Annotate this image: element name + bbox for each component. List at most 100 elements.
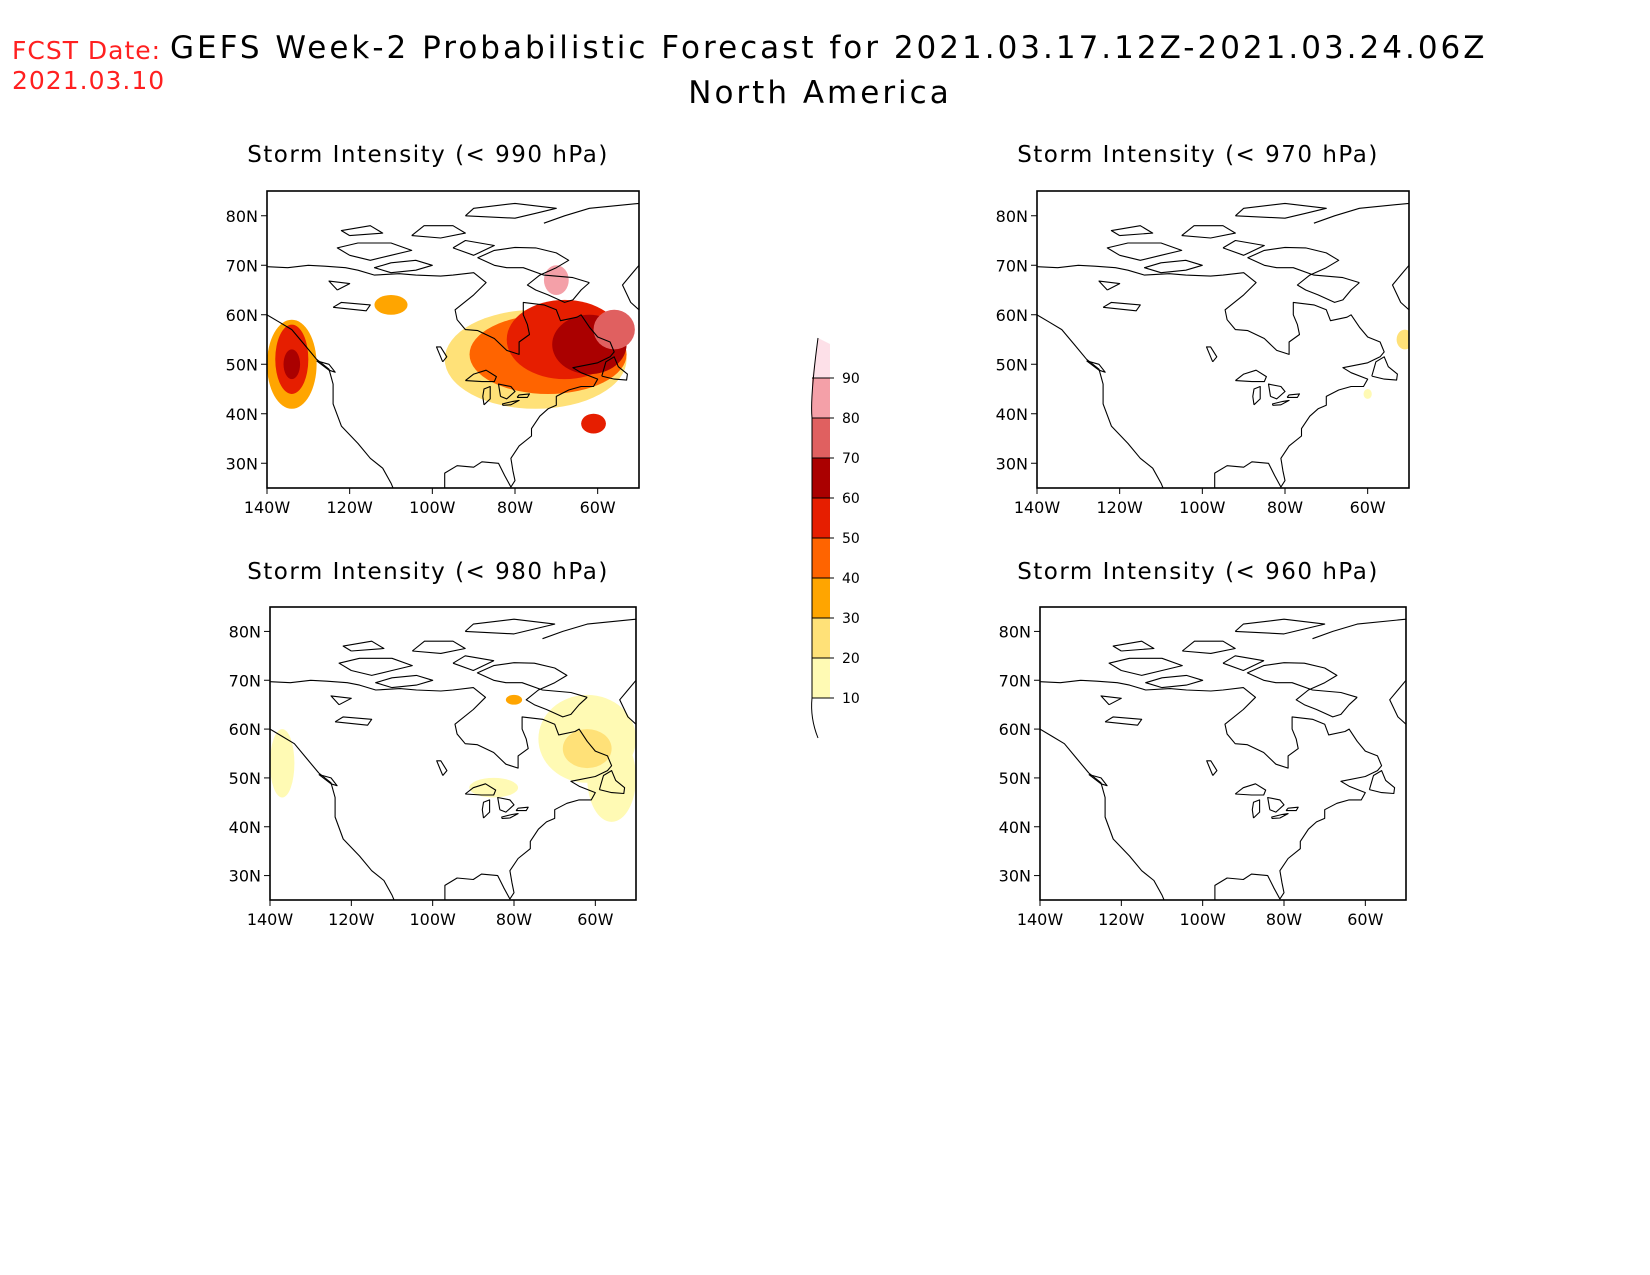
map-frame xyxy=(269,606,637,901)
coastline xyxy=(1285,806,1299,812)
colorbar-segment xyxy=(812,618,830,658)
colorbar-segment xyxy=(812,378,830,418)
coastline xyxy=(1371,356,1398,381)
coastline xyxy=(1234,618,1326,635)
longitude-tick-label: 60W xyxy=(580,498,616,517)
latitude-tick-label: 30N xyxy=(996,454,1028,473)
coastline xyxy=(375,674,434,689)
map-frame xyxy=(1039,606,1407,901)
coastline xyxy=(270,728,395,900)
coastline xyxy=(1106,242,1183,261)
coastline xyxy=(267,264,615,488)
coastline xyxy=(464,618,556,635)
coastline xyxy=(543,202,639,311)
coastline xyxy=(1205,346,1218,363)
probability-area xyxy=(469,777,519,798)
coastline xyxy=(482,385,491,406)
coastline xyxy=(1267,796,1285,813)
coastline xyxy=(1181,640,1236,654)
coastline xyxy=(1234,783,1267,796)
coastline xyxy=(1272,399,1290,406)
coastline xyxy=(1037,264,1385,488)
coastline xyxy=(516,393,531,398)
colorbar-segment xyxy=(812,578,830,618)
coastline xyxy=(481,799,491,819)
coastline xyxy=(1098,280,1121,291)
longitude-tick-label: 60W xyxy=(1350,498,1386,517)
coastline xyxy=(1110,225,1154,237)
longitude-tick-label: 140W xyxy=(1017,910,1064,929)
latitude-tick-label: 80N xyxy=(999,622,1031,641)
longitude-tick-label: 80W xyxy=(1267,498,1303,517)
colorbar-label: 50 xyxy=(842,531,860,547)
coastline xyxy=(373,259,433,274)
probability-area xyxy=(543,265,569,295)
coastline xyxy=(1112,640,1155,652)
latitude-tick-label: 40N xyxy=(996,405,1028,424)
probability-area xyxy=(593,309,635,350)
coastline xyxy=(340,225,384,237)
latitude-tick-label: 80N xyxy=(226,207,258,226)
map-panel-990: 80N 70N 60N 50N 40N 30N 140W 120W 100W 80W 60W xyxy=(226,190,640,517)
map-area xyxy=(1037,202,1409,488)
probability-area xyxy=(374,294,408,315)
figure-title: GEFS Week-2 Probabilistic Forecast for 2… xyxy=(170,30,1488,66)
coastline xyxy=(1286,393,1301,398)
coastline xyxy=(465,202,557,219)
probability-area xyxy=(283,349,301,380)
colorbar-segment xyxy=(812,418,830,458)
coastline xyxy=(452,655,495,672)
latitude-tick-label: 50N xyxy=(226,355,258,374)
longitude-tick-label: 60W xyxy=(1347,910,1383,929)
coastline xyxy=(1222,655,1265,672)
coastline xyxy=(1312,618,1406,725)
coastline xyxy=(465,369,497,383)
coastline xyxy=(1222,239,1265,256)
coastline xyxy=(601,356,628,381)
coastline xyxy=(328,280,351,291)
coastline xyxy=(338,657,413,676)
coastline xyxy=(1108,657,1183,676)
longitude-tick-label: 80W xyxy=(1266,910,1302,929)
coastline xyxy=(316,360,336,373)
latitude-tick-label: 30N xyxy=(229,867,261,886)
colorbar-label: 20 xyxy=(842,651,860,667)
coastline xyxy=(497,383,516,400)
coastline xyxy=(1088,773,1108,787)
latitude-tick-label: 80N xyxy=(996,207,1028,226)
coastline xyxy=(334,716,373,726)
probability-colorbar: 10 20 30 40 50 60 70 80 90 xyxy=(811,337,860,739)
panel-title-960: Storm Intensity (< 960 hPa) xyxy=(1017,559,1379,585)
colorbar-label: 70 xyxy=(842,451,860,467)
coastline xyxy=(1251,799,1261,819)
panel-title-980: Storm Intensity (< 980 hPa) xyxy=(247,559,609,585)
latitude-tick-label: 40N xyxy=(226,405,258,424)
longitude-tick-label: 80W xyxy=(497,498,533,517)
longitude-tick-label: 100W xyxy=(409,910,456,929)
colorbar-segment xyxy=(812,538,830,578)
coastline xyxy=(1037,314,1164,488)
coastline xyxy=(1145,674,1204,689)
latitude-tick-label: 80N xyxy=(229,622,261,641)
panel-title-970: Storm Intensity (< 970 hPa) xyxy=(1017,142,1379,168)
coastline xyxy=(542,618,636,725)
longitude-tick-label: 120W xyxy=(326,498,373,517)
colorbar-label: 60 xyxy=(842,491,860,507)
map-panel-970: 80N 70N 60N 50N 40N 30N 140W 120W 100W 80W 60W xyxy=(996,190,1410,517)
latitude-tick-label: 70N xyxy=(229,671,261,690)
map-panel-960: 80N 70N 60N 50N 40N 30N 140W 120W 100W 80W 60W xyxy=(999,606,1407,929)
colorbar-segment xyxy=(812,498,830,538)
coastline xyxy=(477,246,590,303)
colorbar-label: 30 xyxy=(842,611,860,627)
coastline xyxy=(476,662,588,718)
coastline xyxy=(330,695,352,706)
longitude-tick-label: 120W xyxy=(1096,498,1143,517)
coastline xyxy=(411,640,466,654)
coastline xyxy=(598,770,626,795)
coastline xyxy=(1102,301,1141,312)
longitude-tick-label: 100W xyxy=(1179,910,1226,929)
latitude-tick-label: 30N xyxy=(999,867,1031,886)
coastline xyxy=(501,813,519,819)
coastline xyxy=(332,301,371,312)
